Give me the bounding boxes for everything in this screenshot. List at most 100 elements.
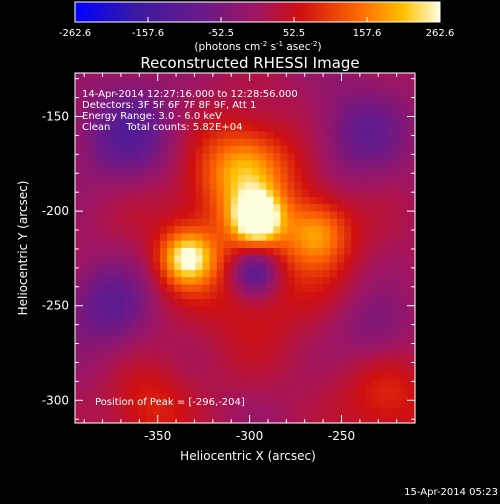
heatmap-cell bbox=[315, 233, 324, 242]
heatmap-cell bbox=[351, 87, 359, 96]
heatmap-cell bbox=[259, 160, 267, 169]
heatmap-cell bbox=[365, 379, 374, 388]
heatmap-cell bbox=[301, 218, 310, 227]
heatmap-cell bbox=[124, 415, 133, 424]
axis-ticks: -350 -300 -250-150-200-250-300 bbox=[42, 73, 415, 443]
heatmap-cell bbox=[365, 102, 374, 111]
heatmap-cell bbox=[280, 306, 289, 315]
heatmap-cell bbox=[287, 196, 296, 205]
heatmap-cell bbox=[273, 386, 282, 395]
heatmap-cell bbox=[89, 145, 97, 154]
heatmap-cell bbox=[315, 138, 324, 147]
heatmap-cell bbox=[280, 364, 289, 373]
heatmap-cell bbox=[252, 328, 260, 337]
heatmap-cell bbox=[138, 357, 147, 366]
heatmap-cell bbox=[245, 138, 253, 147]
heatmap-cell bbox=[124, 138, 133, 147]
heatmap-cell bbox=[174, 218, 182, 227]
heatmap-cell bbox=[259, 73, 267, 81]
heatmap-cell bbox=[273, 182, 282, 191]
heatmap-cell bbox=[266, 138, 274, 147]
heatmap-cell bbox=[358, 80, 367, 89]
heatmap-cell bbox=[152, 218, 161, 227]
heatmap-cell bbox=[294, 269, 303, 278]
heatmap-cell bbox=[160, 408, 168, 417]
heatmap-cell bbox=[124, 196, 133, 205]
heatmap-cell bbox=[131, 371, 140, 380]
heatmap-cell bbox=[315, 393, 324, 402]
heatmap-cell bbox=[344, 335, 352, 344]
heatmap-cell bbox=[330, 401, 338, 410]
heatmap-cell bbox=[202, 109, 211, 118]
heatmap-cell bbox=[145, 204, 154, 213]
heatmap-cell bbox=[372, 211, 381, 220]
heatmap-cell bbox=[96, 124, 104, 132]
heatmap-cell bbox=[273, 160, 282, 169]
heatmap-cell bbox=[358, 138, 367, 147]
heatmap-cell bbox=[308, 291, 317, 300]
heatmap-cell bbox=[273, 109, 282, 118]
heatmap-cell bbox=[252, 204, 260, 213]
heatmap-cell bbox=[252, 138, 260, 147]
heatmap-cell bbox=[358, 87, 367, 96]
heatmap-cell bbox=[386, 357, 395, 366]
heatmap-cell bbox=[152, 299, 161, 307]
heatmap-cell bbox=[330, 262, 338, 271]
heatmap-cell bbox=[379, 342, 388, 351]
heatmap-cell bbox=[152, 284, 161, 293]
heatmap-cell bbox=[223, 145, 232, 154]
heatmap-cell bbox=[96, 94, 104, 103]
heatmap-cell bbox=[379, 87, 388, 96]
heatmap-cell bbox=[96, 255, 104, 264]
heatmap-cell bbox=[209, 226, 218, 235]
heatmap-cell bbox=[393, 371, 402, 380]
heatmap-cell bbox=[174, 248, 182, 256]
heatmap-cell bbox=[152, 145, 161, 154]
heatmap-cell bbox=[287, 277, 296, 286]
heatmap-cell bbox=[75, 386, 83, 395]
heatmap-cell bbox=[138, 408, 147, 417]
heatmap-cell bbox=[103, 299, 112, 307]
heatmap-cell bbox=[365, 342, 374, 351]
heatmap-cell bbox=[160, 393, 168, 402]
heatmap-cell bbox=[216, 153, 225, 162]
heatmap-cell bbox=[386, 342, 395, 351]
heatmap-cell bbox=[351, 364, 359, 373]
heatmap-cell bbox=[259, 284, 267, 293]
heatmap-cell bbox=[358, 299, 367, 307]
heatmap-cell bbox=[322, 350, 331, 358]
heatmap-cell bbox=[358, 255, 367, 264]
heatmap-cell bbox=[393, 175, 402, 183]
heatmap-cell bbox=[202, 211, 211, 220]
heatmap-cell bbox=[138, 401, 147, 410]
heatmap-cell bbox=[117, 233, 126, 242]
heatmap-cell bbox=[195, 255, 204, 264]
heatmap-cell bbox=[273, 87, 282, 96]
heatmap-cell bbox=[344, 342, 352, 351]
heatmap-cell bbox=[96, 80, 104, 89]
heatmap-cell bbox=[372, 160, 381, 169]
heatmap-cell bbox=[216, 306, 225, 315]
heatmap-cell bbox=[75, 116, 83, 125]
heatmap-cell bbox=[216, 204, 225, 213]
heatmap-cell bbox=[372, 291, 381, 300]
heatmap-cell bbox=[393, 262, 402, 271]
heatmap-cell bbox=[393, 211, 402, 220]
heatmap-cell bbox=[124, 371, 133, 380]
heatmap-cell bbox=[188, 277, 197, 286]
heatmap-cell bbox=[294, 284, 303, 293]
heatmap-cell bbox=[110, 131, 119, 140]
heatmap-cell bbox=[308, 226, 317, 235]
heatmap-cell bbox=[181, 248, 189, 256]
heatmap-cell bbox=[400, 291, 409, 300]
heatmap-cell bbox=[245, 415, 253, 424]
heatmap-cell bbox=[245, 204, 253, 213]
heatmap-cell bbox=[152, 408, 161, 417]
heatmap-cell bbox=[181, 167, 189, 176]
heatmap-cell bbox=[301, 240, 310, 249]
heatmap-cell bbox=[273, 262, 282, 271]
heatmap-cell bbox=[230, 386, 239, 395]
heatmap-cell bbox=[322, 342, 331, 351]
heatmap-cell bbox=[216, 415, 225, 424]
heatmap-cell bbox=[407, 379, 416, 388]
